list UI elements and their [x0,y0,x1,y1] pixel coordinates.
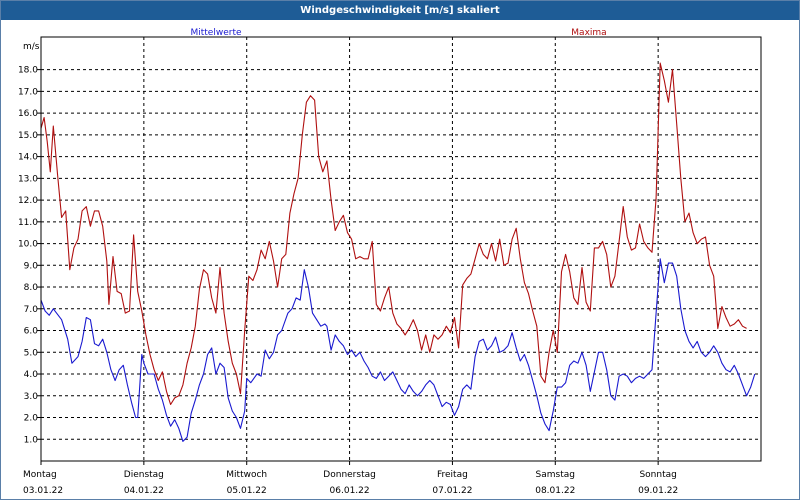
legend-mittelwerte: Mittelwerte [190,28,241,38]
x-day-label: Dienstag [124,470,164,480]
series-lines [40,62,756,442]
y-tick-label: 2.0 [24,414,39,424]
y-axis: 1.0 2.0 3.0 4.0 5.0 6.0 7.0 8.0 9.0 10.0 11.0 12.0 1… [18,66,41,445]
x-date-label: 08.01.22 [535,486,575,496]
y-tick-label: 14.0 [18,153,38,163]
y-tick-label: 4.0 [24,370,39,380]
x-axis: Montag 03.01.22 Dienstag 04.01.22 Mittwoch 05… [23,461,678,496]
x-day-label: Montag [23,470,57,480]
y-tick-label: 8.0 [24,283,39,293]
x-day-label: Freitag [437,470,468,480]
x-date-label: 06.01.22 [330,486,370,496]
y-tick-label: 9.0 [24,261,39,271]
y-tick-label: 15.0 [18,131,38,141]
y-tick-label: 11.0 [18,218,38,228]
y-tick-label: 17.0 [18,87,38,97]
y-tick-label: 5.0 [24,348,39,358]
x-day-label: Sonntag [639,470,676,480]
x-day-label: Mittwoch [226,470,267,480]
x-date-label: 03.01.22 [23,486,63,496]
y-tick-label: 10.0 [18,240,38,250]
window-title: Windgeschwindigkeit [m/s] skaliert [1,1,799,20]
y-axis-unit-label: m/s [23,42,40,52]
x-date-label: 09.01.22 [638,486,678,496]
x-date-label: 05.01.22 [227,486,267,496]
legend-maxima: Maxima [571,28,606,38]
y-tick-label: 3.0 [24,392,39,402]
series-line-maxima [40,62,747,406]
y-tick-label: 12.0 [18,196,38,206]
y-tick-label: 13.0 [18,174,38,184]
x-day-label: Donnerstag [323,470,376,480]
y-tick-label: 16.0 [18,109,38,119]
x-date-label: 04.01.22 [124,486,164,496]
y-tick-label: 7.0 [24,305,39,315]
grid-lines [41,37,761,461]
x-day-label: Samstag [536,470,575,480]
series-line-mittelwerte [40,258,756,442]
x-date-label: 07.01.22 [432,486,472,496]
plot-frame [40,36,762,462]
y-tick-label: 18.0 [18,66,38,76]
y-tick-label: 6.0 [24,327,39,337]
y-tick-label: 1.0 [24,435,39,445]
